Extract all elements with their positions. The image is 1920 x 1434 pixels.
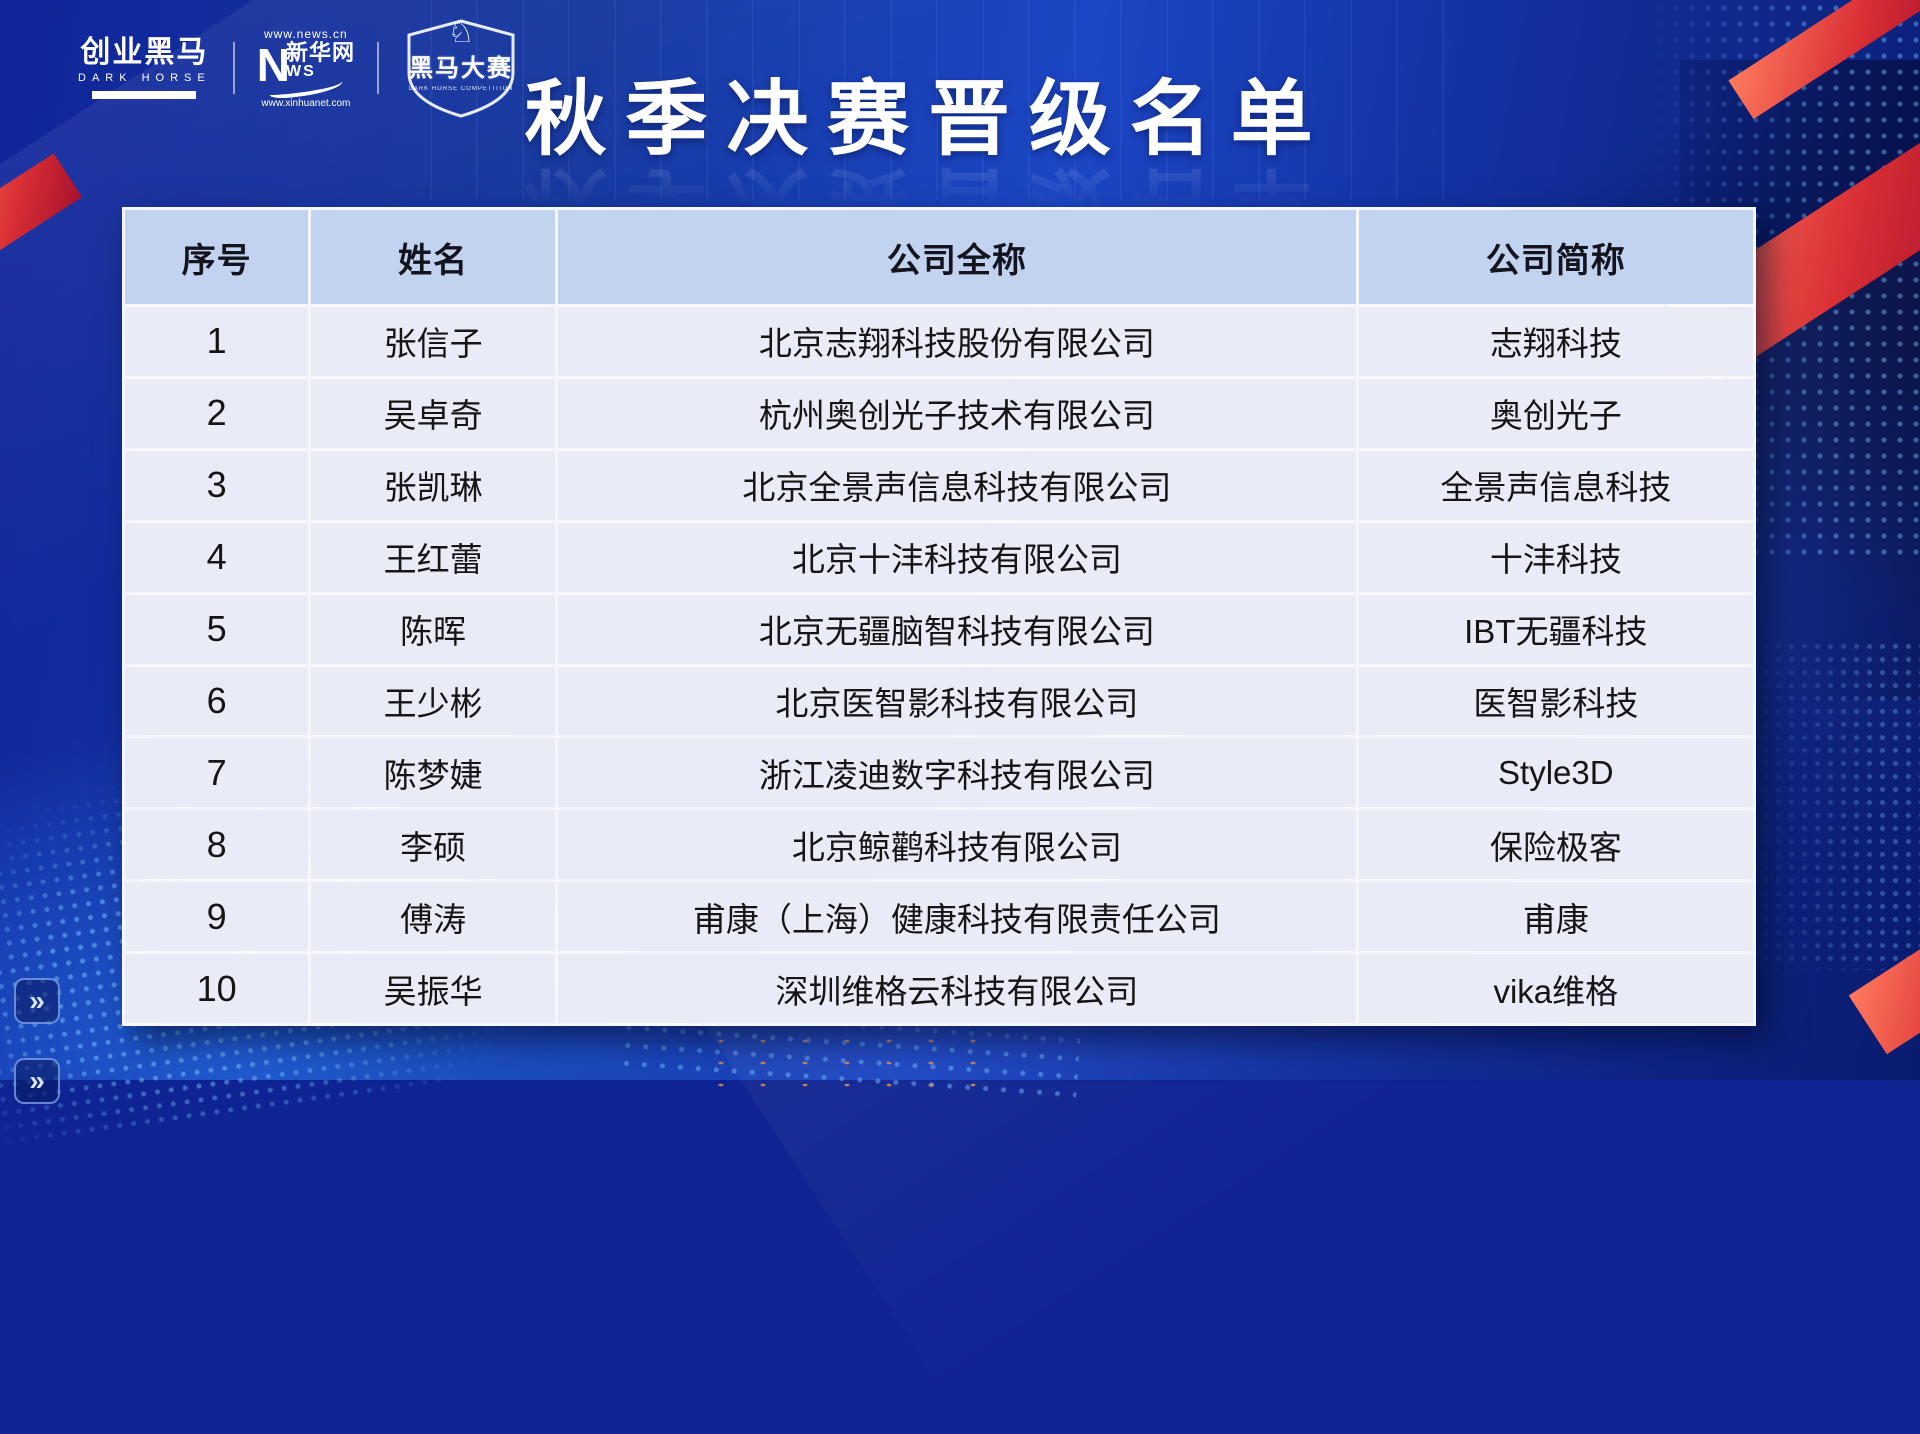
cell-short: 医智影科技 <box>1358 666 1753 736</box>
xinhua-url-top: www.news.cn <box>264 26 348 41</box>
circuit-lines-decor <box>430 0 1480 200</box>
cell-short: vika维格 <box>1358 954 1753 1023</box>
cell-company: 北京医智影科技有限公司 <box>558 666 1356 736</box>
cell-company: 浙江凌迪数字科技有限公司 <box>558 738 1356 808</box>
cell-company: 甫康（上海）健康科技有限责任公司 <box>558 882 1356 952</box>
title-block: 秋季决赛晋级名单 秋季决赛晋级名单 <box>525 52 1332 272</box>
xinhua-ws-mark: WS <box>285 62 316 80</box>
dark-horse-logo-en: DARK HORSE <box>78 71 211 84</box>
dark-horse-logo-underline <box>92 90 197 99</box>
cell-name: 陈梦婕 <box>311 738 556 808</box>
cell-no: 9 <box>125 882 309 952</box>
xinhua-logo: www.news.cn N 新华网 WS www.xinhuanet.com <box>257 28 355 109</box>
expand-chevron-button-partial[interactable]: » <box>14 1058 60 1104</box>
xinhua-n-mark: N <box>256 38 290 91</box>
badge-subtitle: DARK HORSE COMPETITION <box>408 86 514 92</box>
cell-no: 5 <box>125 594 309 664</box>
page-title: 秋季决赛晋级名单 <box>524 74 1332 165</box>
cell-no: 8 <box>125 810 309 880</box>
logo-divider <box>377 42 379 94</box>
cell-short: Style3D <box>1358 738 1753 808</box>
cell-short: IBT无疆科技 <box>1358 594 1753 664</box>
cell-name: 张信子 <box>311 307 556 376</box>
dark-horse-logo-cn: 创业黑马 <box>80 35 209 69</box>
column-header-name: 姓名 <box>311 210 556 304</box>
cell-no: 6 <box>125 666 309 736</box>
column-header-no: 序号 <box>125 210 309 304</box>
cell-short: 十沣科技 <box>1358 522 1753 592</box>
cell-short: 志翔科技 <box>1358 307 1753 376</box>
cell-company: 北京鲸鹳科技有限公司 <box>558 810 1356 880</box>
cell-no: 2 <box>125 378 309 448</box>
cell-company: 北京十沣科技有限公司 <box>558 522 1356 592</box>
logo-bar: 创业黑马 DARK HORSE www.news.cn N 新华网 WS www… <box>78 18 521 118</box>
cell-company: 杭州奥创光子技术有限公司 <box>558 378 1356 448</box>
cell-name: 傅涛 <box>311 882 556 952</box>
cell-short: 全景声信息科技 <box>1358 450 1753 520</box>
cell-short: 保险极客 <box>1358 810 1753 880</box>
xinhua-logo-cn: 新华网 <box>285 39 355 65</box>
cell-company: 北京无疆脑智科技有限公司 <box>558 594 1356 664</box>
competition-badge-logo: ♘ 黑马大赛 DARK HORSE COMPETITION <box>401 17 521 119</box>
logo-divider <box>232 42 235 94</box>
cell-name: 吴卓奇 <box>311 378 556 448</box>
cell-no: 3 <box>125 450 309 520</box>
shield-icon <box>407 19 515 118</box>
cell-name: 王红蕾 <box>311 522 556 592</box>
cell-name: 吴振华 <box>311 954 556 1023</box>
cell-company: 北京全景声信息科技有限公司 <box>558 450 1356 520</box>
finalists-table: 序号 姓名 公司全称 公司简称 1 张信子 北京志翔科技股份有限公司 志翔科技 2 吴卓奇… <box>122 207 1756 1026</box>
badge-title: 黑马大赛 <box>409 55 513 82</box>
xinhua-url-bottom: www.xinhuanet.com <box>261 97 351 109</box>
cell-company: 深圳维格云科技有限公司 <box>558 954 1356 1023</box>
cell-name: 张凯琳 <box>311 450 556 520</box>
cell-no: 10 <box>125 954 309 1023</box>
cell-short: 甫康 <box>1358 882 1753 952</box>
column-header-short: 公司简称 <box>1358 210 1753 304</box>
cell-short: 奥创光子 <box>1358 378 1753 448</box>
orange-dots-decor <box>700 1030 1000 1090</box>
cell-name: 陈晖 <box>311 594 556 664</box>
cell-no: 4 <box>125 522 309 592</box>
column-header-company: 公司全称 <box>558 210 1356 304</box>
dark-horse-logo: 创业黑马 DARK HORSE <box>78 35 211 99</box>
cell-company: 北京志翔科技股份有限公司 <box>558 307 1356 376</box>
cell-no: 7 <box>125 738 309 808</box>
cell-no: 1 <box>125 307 309 376</box>
cell-name: 李硕 <box>311 810 556 880</box>
expand-chevron-button[interactable]: » <box>14 978 60 1024</box>
cell-name: 王少彬 <box>311 666 556 736</box>
